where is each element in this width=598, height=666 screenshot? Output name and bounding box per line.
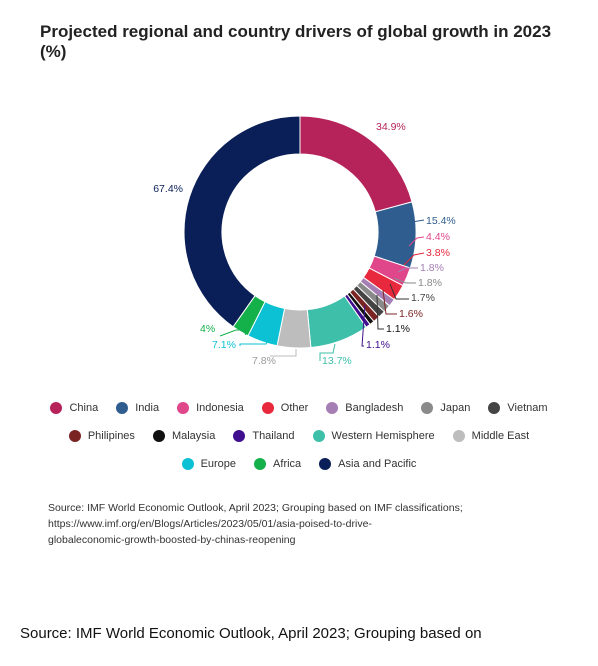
legend-item-asia-and-pacific: Asia and Pacific [319, 458, 416, 470]
chart-legend: China India Indonesia Other Bangladesh Japan V… [0, 394, 598, 478]
data-label-asia-and-pacific: 67.4% [153, 183, 183, 195]
chart-title: Projected regional and country drivers o… [40, 22, 552, 61]
donut-chart: 34.9% 15.4% 4.4% 3.8% 1.8% 1.8% 1.7% 1.6% 1.1% 1.… [153, 115, 456, 367]
legend-swatch [50, 402, 63, 414]
legend-row: Europe Africa Asia and Pacific [0, 450, 598, 478]
data-label-malaysia: 1.1% [386, 323, 410, 335]
legend-label: Vietnam [507, 402, 548, 414]
slice-asia-and-pacific [183, 115, 301, 328]
data-label-europe: 7.1% [212, 339, 236, 351]
data-label-japan: 1.8% [418, 277, 442, 289]
legend-label: India [135, 402, 160, 414]
legend-item-philipines: Philipines [68, 430, 135, 442]
legend-row: Philipines Malaysia Thailand Western Hemisp… [0, 422, 598, 450]
page-caption: Source: IMF World Economic Outlook, Apri… [20, 625, 482, 642]
leader-line-philipines [382, 289, 397, 315]
legend-item-western-hemisphere: Western Hemisphere [312, 430, 435, 442]
legend-label: Philipines [87, 430, 135, 442]
chart-source-note: Source: IMF World Economic Outlook, Apri… [48, 500, 568, 548]
leader-line-malaysia [376, 294, 384, 330]
legend-item-indonesia: Indonesia [177, 402, 244, 414]
data-label-bangladesh: 1.8% [420, 262, 444, 274]
legend-item-malaysia: Malaysia [152, 430, 216, 442]
legend-item-china: China [50, 402, 98, 414]
legend-swatch [319, 458, 332, 470]
legend-label: Other [280, 402, 309, 414]
data-label-vietnam: 1.7% [411, 292, 435, 304]
legend-item-thailand: Thailand [233, 430, 295, 442]
legend-swatch [233, 430, 246, 442]
data-label-india: 15.4% [426, 215, 456, 227]
leader-line-middle-east [270, 349, 297, 357]
legend-label: China [69, 402, 99, 414]
data-label-western-hemisphere: 13.7% [322, 355, 352, 367]
leader-line-thailand [361, 304, 366, 347]
legend-label: Malaysia [171, 430, 216, 442]
legend-swatch [326, 402, 339, 414]
leader-line-other [403, 252, 425, 266]
legend-label: Bangladesh [345, 402, 404, 414]
leader-line-bangladesh [397, 267, 418, 273]
leader-line-indonesia [408, 236, 425, 247]
legend-swatch [181, 458, 194, 470]
legend-label: Japan [440, 402, 471, 414]
data-label-other: 3.8% [426, 247, 450, 259]
data-label-thailand: 1.1% [366, 339, 390, 351]
legend-label: Thailand [252, 430, 295, 442]
legend-label: Western Hemisphere [331, 430, 435, 442]
data-label-africa: 4% [200, 323, 215, 335]
legend-swatch [68, 430, 81, 442]
legend-row: China India Indonesia Other Bangladesh Japan V… [0, 394, 598, 422]
legend-swatch [421, 402, 434, 414]
leader-line-europe [239, 339, 269, 346]
data-label-china: 34.9% [376, 121, 406, 133]
leader-line-africa [219, 329, 247, 337]
legend-swatch [312, 430, 325, 442]
legend-swatch [254, 458, 267, 470]
leader-line-japan [393, 277, 416, 284]
legend-label: Europe [200, 458, 237, 470]
legend-swatch [488, 402, 501, 414]
legend-item-europe: Europe [181, 458, 237, 470]
legend-swatch [177, 402, 190, 414]
source-url-line: globaleconomic-growth-boosted-by-chinas-… [48, 534, 296, 546]
data-label-indonesia: 4.4% [426, 231, 450, 243]
legend-label: Middle East [471, 430, 530, 442]
source-line: Source: IMF World Economic Outlook, Apri… [48, 502, 463, 514]
legend-label: Indonesia [196, 402, 244, 414]
legend-swatch [152, 430, 165, 442]
leader-line-western-hemisphere [319, 343, 336, 361]
legend-swatch [452, 430, 465, 442]
data-label-philipines: 1.6% [399, 308, 423, 320]
legend-swatch [261, 402, 274, 414]
legend-item-japan: Japan [421, 402, 470, 414]
legend-label: Africa [273, 458, 302, 470]
legend-item-africa: Africa [254, 458, 301, 470]
leader-line-vietnam [389, 283, 409, 300]
legend-item-vietnam: Vietnam [488, 402, 548, 414]
legend-label: Asia and Pacific [338, 458, 417, 470]
legend-item-middle-east: Middle East [452, 430, 530, 442]
legend-swatch [116, 402, 129, 414]
data-label-middle-east: 7.8% [252, 355, 276, 367]
leader-line-india [411, 219, 425, 223]
legend-item-other: Other [261, 402, 309, 414]
legend-item-india: India [116, 402, 159, 414]
legend-item-bangladesh: Bangladesh [326, 402, 403, 414]
source-url-line: https://www.imf.org/en/Blogs/Articles/20… [48, 518, 372, 530]
